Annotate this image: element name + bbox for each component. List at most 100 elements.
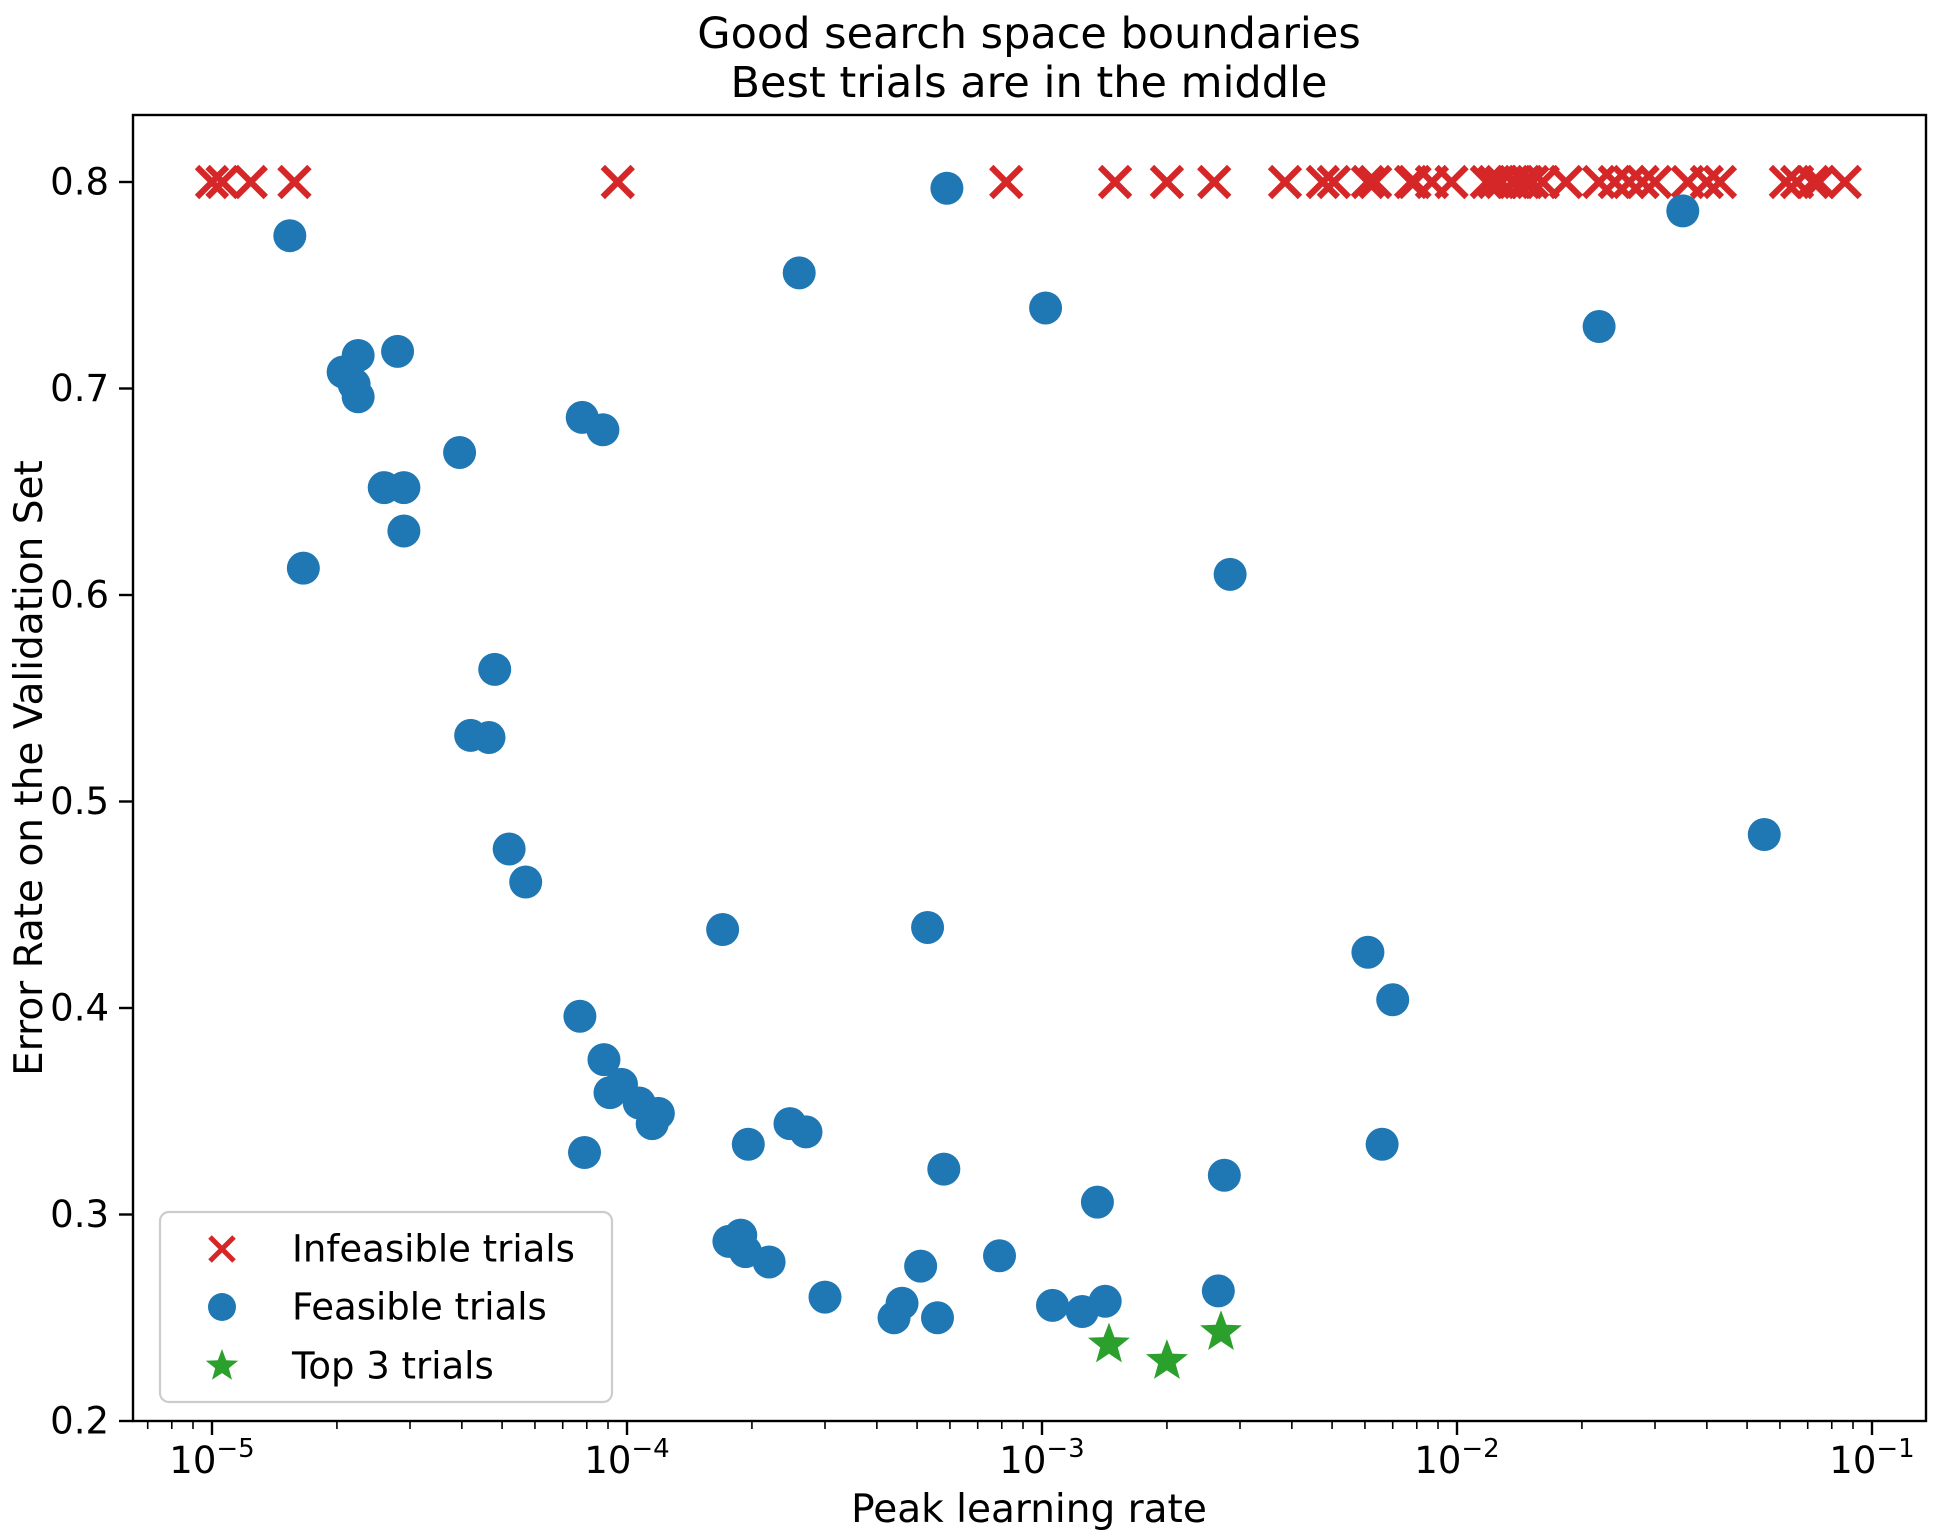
- infeasible-point: [1097, 164, 1133, 200]
- y-tick-label: 0.2: [50, 1400, 109, 1443]
- feasible-point: [443, 436, 477, 470]
- feasible-point: [563, 999, 597, 1033]
- feasible-point: [286, 551, 320, 585]
- infeasible-point: [989, 164, 1024, 200]
- x-tick-label: 10−4: [584, 1434, 669, 1482]
- feasible-point: [509, 865, 543, 899]
- y-axis-label: Error Rate on the Validation Set: [7, 460, 52, 1076]
- feasible-point: [1207, 1158, 1241, 1192]
- infeasible-point: [1515, 164, 1550, 200]
- feasible-point: [752, 1245, 786, 1279]
- y-tick-label: 0.6: [50, 574, 109, 617]
- infeasible-point: [1801, 164, 1837, 200]
- feasible-point: [1088, 1284, 1122, 1318]
- infeasible-point: [1612, 164, 1647, 200]
- feasible-point: [1666, 194, 1700, 228]
- feasible-point: [387, 471, 421, 505]
- y-tick-label: 0.7: [50, 367, 109, 410]
- top3-point: [1200, 1310, 1242, 1350]
- feasible-point: [789, 1115, 823, 1149]
- series-star: [1088, 1310, 1242, 1379]
- legend-circle-icon: [208, 1293, 236, 1321]
- infeasible-point: [1149, 164, 1185, 200]
- x-tick-label: 10−5: [169, 1434, 254, 1482]
- feasible-point: [983, 1239, 1017, 1273]
- infeasible-point: [233, 164, 268, 200]
- x-axis-label: Peak learning rate: [851, 1487, 1207, 1532]
- chart-title-line2: Best trials are in the middle: [731, 58, 1328, 108]
- infeasible-point: [1795, 164, 1830, 200]
- infeasible-point: [1316, 164, 1352, 200]
- top3-point: [1146, 1339, 1188, 1379]
- feasible-point: [1376, 983, 1410, 1017]
- feasible-point: [387, 514, 421, 548]
- y-tick-label: 0.5: [50, 780, 109, 823]
- axes-frame: 0.2 0.3 0.4 0.5 0.6 0.7 0.8 10−5 10−4 10−3 10−2 10−…: [50, 113, 1928, 1482]
- feasible-point: [641, 1096, 675, 1130]
- infeasible-point: [600, 164, 635, 200]
- legend-x-icon: [208, 1235, 236, 1263]
- feasible-point: [1036, 1288, 1070, 1322]
- series-circle: [273, 171, 1781, 1335]
- legend-star-icon: [205, 1349, 239, 1380]
- legend-item-label: Feasible trials: [292, 1286, 547, 1329]
- feasible-point: [885, 1286, 919, 1320]
- y-tick-label: 0.3: [50, 1193, 109, 1236]
- infeasible-point: [1702, 164, 1738, 200]
- feasible-point: [1351, 935, 1385, 969]
- feasible-point: [1747, 818, 1781, 852]
- data-markers: [194, 164, 1863, 1379]
- infeasible-point: [1637, 164, 1673, 200]
- feasible-point: [472, 720, 506, 754]
- feasible-point: [492, 832, 526, 866]
- y-tick-label: 0.4: [50, 987, 109, 1030]
- infeasible-point: [1625, 164, 1660, 200]
- feasible-point: [1029, 291, 1063, 325]
- feasible-point: [341, 338, 375, 372]
- feasible-point: [586, 413, 620, 447]
- feasible-point: [911, 910, 945, 944]
- feasible-point: [1080, 1185, 1114, 1219]
- infeasible-point: [277, 164, 312, 200]
- infeasible-point: [1267, 164, 1303, 200]
- legend-item-star: Top 3 trials: [205, 1345, 494, 1388]
- legend-item-label: Infeasible trials: [292, 1228, 575, 1271]
- legend: Infeasible trials Feasible trials Top 3 tr…: [158, 1210, 614, 1404]
- infeasible-point: [1597, 164, 1632, 200]
- feasible-point: [1365, 1127, 1399, 1161]
- legend-box: [158, 1210, 614, 1404]
- feasible-point: [904, 1249, 938, 1283]
- x-tick-label: 10−3: [999, 1434, 1084, 1482]
- y-tick-label: 0.8: [50, 161, 109, 204]
- infeasible-point: [1357, 164, 1393, 200]
- infeasible-point: [1305, 164, 1341, 200]
- feasible-point: [568, 1136, 602, 1170]
- series-x: [194, 164, 1863, 200]
- infeasible-point: [1197, 164, 1232, 200]
- feasible-point: [731, 1127, 765, 1161]
- feasible-point: [1201, 1274, 1235, 1308]
- feasible-point: [782, 256, 816, 290]
- infeasible-point: [1827, 164, 1863, 200]
- infeasible-point: [1350, 164, 1386, 200]
- infeasible-point: [194, 164, 230, 200]
- feasible-point: [1582, 310, 1616, 344]
- feasible-point: [808, 1280, 842, 1314]
- legend-item-circle: Feasible trials: [208, 1286, 547, 1329]
- feasible-point: [930, 171, 964, 205]
- feasible-point: [1213, 557, 1247, 591]
- infeasible-point: [205, 164, 240, 200]
- feasible-point: [341, 380, 375, 414]
- legend-item-label: Top 3 trials: [291, 1345, 494, 1388]
- feasible-point: [587, 1043, 621, 1077]
- infeasible-point: [1548, 164, 1584, 200]
- infeasible-point: [1581, 164, 1617, 200]
- plot-border: [131, 113, 1928, 1423]
- feasible-point: [706, 913, 740, 947]
- legend-item-x: Infeasible trials: [208, 1228, 575, 1271]
- top3-point: [1088, 1322, 1130, 1363]
- feasible-point: [381, 334, 415, 368]
- x-tick-label: 10−1: [1829, 1434, 1914, 1482]
